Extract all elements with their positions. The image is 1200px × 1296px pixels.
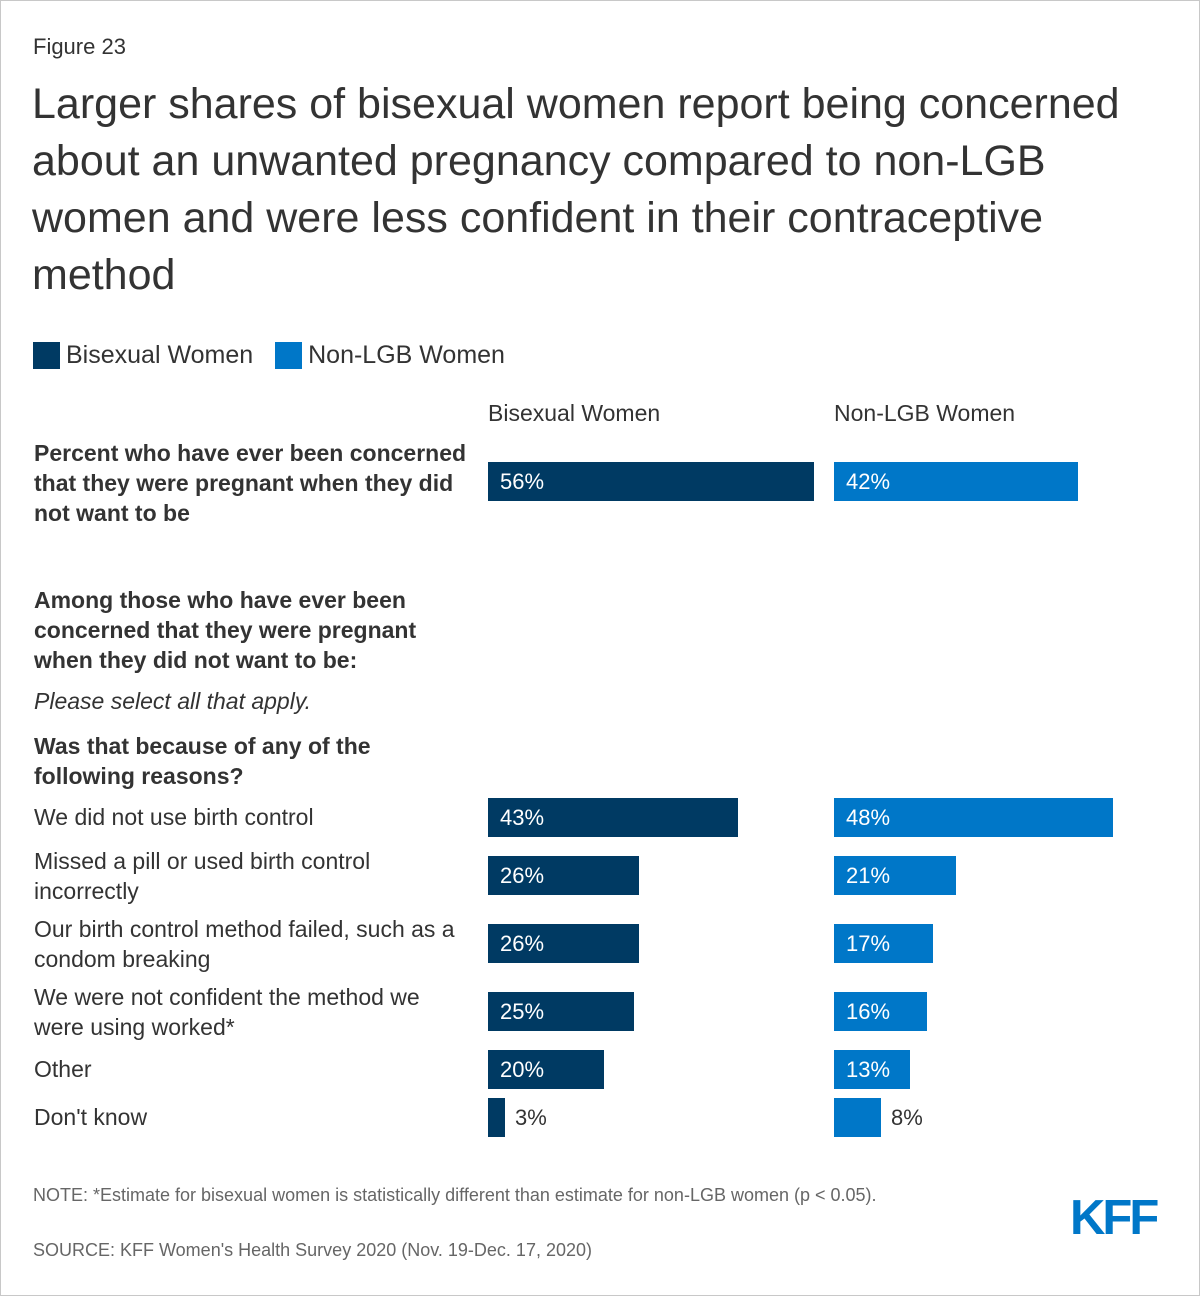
bar-non-lgb-6 [834,1098,881,1137]
legend-label-non-lgb: Non-LGB Women [308,340,505,369]
bar-bisexual-3 [488,924,639,963]
bar-non-lgb-3 [834,924,933,963]
column-header-non-lgb: Non-LGB Women [834,400,1016,426]
bar-bisexual-2 [488,856,639,895]
bar-non-lgb-4 [834,992,927,1031]
figure-label: Figure 23 [33,34,126,59]
bar-label-bisexual-1: 43% [500,805,545,830]
bar-label-non-lgb-4: 16% [846,999,891,1024]
legend-item-non-lgb: Non-LGB Women [275,341,505,370]
bar-label-bisexual-2: 26% [500,863,545,888]
question-text: Was that because of any of the following… [34,733,371,789]
legend: Bisexual Women Non-LGB Women [33,340,527,370]
legend-label-bisexual: Bisexual Women [66,340,254,369]
bar-label-non-lgb-5: 13% [846,1057,891,1082]
column-header-bisexual: Bisexual Women [488,400,661,426]
note-text: NOTE: *Estimate for bisexual women is st… [33,1185,877,1205]
bar-non-lgb-1 [834,798,1113,837]
row-label-0: Percent who have ever been concerned tha… [34,440,467,526]
bar-label-non-lgb-1: 48% [846,805,891,830]
bar-bisexual-6 [488,1098,505,1137]
chart-title: Larger shares of bisexual women report b… [32,80,1120,299]
row-label-2: Missed a pill or used birth control inco… [34,848,371,904]
source-text: SOURCE: KFF Women's Health Survey 2020 (… [33,1240,592,1260]
bar-label-bisexual-6: 3% [515,1105,547,1130]
bar-label-bisexual-5: 20% [500,1057,545,1082]
bar-bisexual-1 [488,798,738,837]
row-label-4: We were not confident the method we were… [34,984,420,1040]
legend-swatch-bisexual [33,341,60,369]
row-label-6: Don't know [34,1104,148,1130]
section-heading: Among those who have ever been concerned… [34,587,417,673]
bar-label-bisexual-0: 56% [500,469,545,494]
bar-non-lgb-5 [834,1050,910,1089]
legend-swatch-non-lgb [275,341,303,369]
bar-label-bisexual-4: 25% [500,999,545,1024]
bar-bisexual-5 [488,1050,604,1089]
bar-label-non-lgb-0: 42% [846,469,891,494]
kff-logo: KFF [1070,1191,1159,1245]
legend-item-bisexual: Bisexual Women [33,341,253,370]
bar-bisexual-0 [488,462,814,501]
row-label-3: Our birth control method failed, such as… [34,916,455,972]
row-label-5: Other [34,1056,92,1082]
row-label-1: We did not use birth control [34,804,314,830]
instruction-text: Please select all that apply. [34,688,312,714]
bar-bisexual-4 [488,992,634,1031]
bar-label-bisexual-3: 26% [500,931,545,956]
bar-non-lgb-2 [834,856,956,895]
bar-label-non-lgb-3: 17% [846,931,891,956]
bar-label-non-lgb-2: 21% [846,863,891,888]
bar-non-lgb-0 [834,462,1078,501]
bar-label-non-lgb-6: 8% [891,1105,923,1130]
